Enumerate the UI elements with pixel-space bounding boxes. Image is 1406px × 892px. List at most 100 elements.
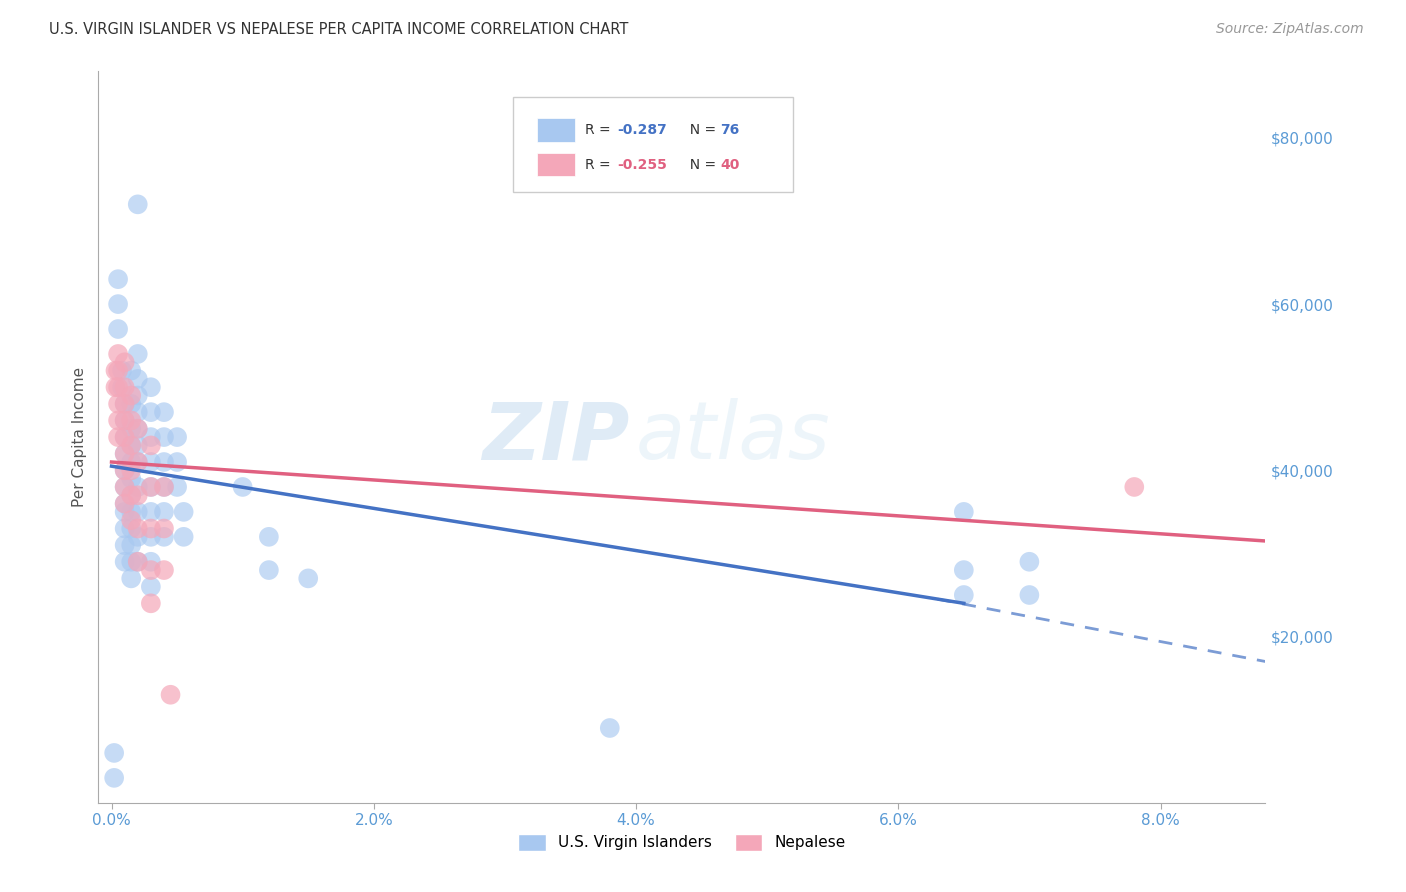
Text: atlas: atlas — [636, 398, 830, 476]
Point — [114, 380, 136, 394]
Point — [120, 513, 142, 527]
FancyBboxPatch shape — [537, 153, 575, 177]
Text: -0.287: -0.287 — [617, 123, 668, 137]
Point — [127, 505, 149, 519]
Point — [127, 197, 149, 211]
Text: N =: N = — [681, 158, 720, 171]
Point — [114, 447, 136, 461]
Point — [166, 480, 188, 494]
Point — [107, 397, 129, 411]
Point — [127, 480, 149, 494]
Point — [139, 580, 162, 594]
Point — [166, 430, 188, 444]
Point — [139, 480, 162, 494]
Point — [104, 380, 127, 394]
Point — [120, 455, 142, 469]
Point — [127, 521, 149, 535]
Text: ZIP: ZIP — [482, 398, 630, 476]
Point — [1018, 555, 1040, 569]
Text: U.S. VIRGIN ISLANDER VS NEPALESE PER CAPITA INCOME CORRELATION CHART: U.S. VIRGIN ISLANDER VS NEPALESE PER CAP… — [49, 22, 628, 37]
Point — [114, 463, 136, 477]
Point — [153, 530, 176, 544]
Point — [120, 538, 142, 552]
Point — [153, 455, 176, 469]
Point — [114, 413, 136, 427]
Point — [103, 746, 125, 760]
Point — [139, 596, 162, 610]
Point — [114, 447, 136, 461]
Point — [114, 480, 136, 494]
Point — [127, 438, 149, 452]
Text: 40: 40 — [720, 158, 740, 171]
Legend: U.S. Virgin Islanders, Nepalese: U.S. Virgin Islanders, Nepalese — [512, 828, 852, 857]
Point — [153, 521, 176, 535]
Point — [114, 463, 136, 477]
Point — [114, 355, 136, 369]
Point — [120, 488, 142, 502]
Point — [114, 480, 136, 494]
Point — [127, 555, 149, 569]
Point — [1123, 480, 1146, 494]
Point — [166, 455, 188, 469]
Point — [139, 555, 162, 569]
Point — [153, 505, 176, 519]
Point — [139, 405, 162, 419]
Point — [127, 530, 149, 544]
Point — [953, 505, 976, 519]
Point — [114, 497, 136, 511]
Point — [139, 505, 162, 519]
Point — [139, 563, 162, 577]
Point — [120, 571, 142, 585]
Point — [127, 555, 149, 569]
Point — [120, 463, 142, 477]
Point — [139, 480, 162, 494]
Point — [953, 588, 976, 602]
Point — [114, 555, 136, 569]
Point — [153, 405, 176, 419]
Point — [139, 438, 162, 452]
Point — [103, 771, 125, 785]
Point — [114, 430, 136, 444]
Point — [153, 480, 176, 494]
Point — [127, 405, 149, 419]
Point — [1018, 588, 1040, 602]
Point — [107, 272, 129, 286]
Point — [107, 322, 129, 336]
Point — [114, 397, 136, 411]
Point — [159, 688, 181, 702]
Point — [173, 530, 195, 544]
Point — [127, 422, 149, 436]
Point — [114, 521, 136, 535]
Point — [120, 488, 142, 502]
Point — [153, 563, 176, 577]
Point — [120, 505, 142, 519]
Point — [120, 422, 142, 436]
Point — [139, 380, 162, 394]
Point — [153, 480, 176, 494]
Point — [139, 430, 162, 444]
Text: 76: 76 — [720, 123, 740, 137]
Point — [297, 571, 319, 585]
Point — [107, 363, 129, 377]
Point — [127, 422, 149, 436]
Point — [127, 388, 149, 402]
Point — [120, 438, 142, 452]
Text: N =: N = — [681, 123, 720, 137]
Point — [120, 472, 142, 486]
Point — [599, 721, 621, 735]
Point — [111, 380, 134, 394]
Point — [107, 430, 129, 444]
Point — [173, 505, 195, 519]
Text: -0.255: -0.255 — [617, 158, 668, 171]
Point — [104, 363, 127, 377]
Point — [114, 430, 136, 444]
Point — [114, 397, 136, 411]
Point — [120, 555, 142, 569]
Point — [139, 455, 162, 469]
Text: Source: ZipAtlas.com: Source: ZipAtlas.com — [1216, 22, 1364, 37]
Point — [127, 347, 149, 361]
Text: R =: R = — [585, 158, 614, 171]
Point — [232, 480, 254, 494]
Point — [127, 488, 149, 502]
Point — [120, 521, 142, 535]
